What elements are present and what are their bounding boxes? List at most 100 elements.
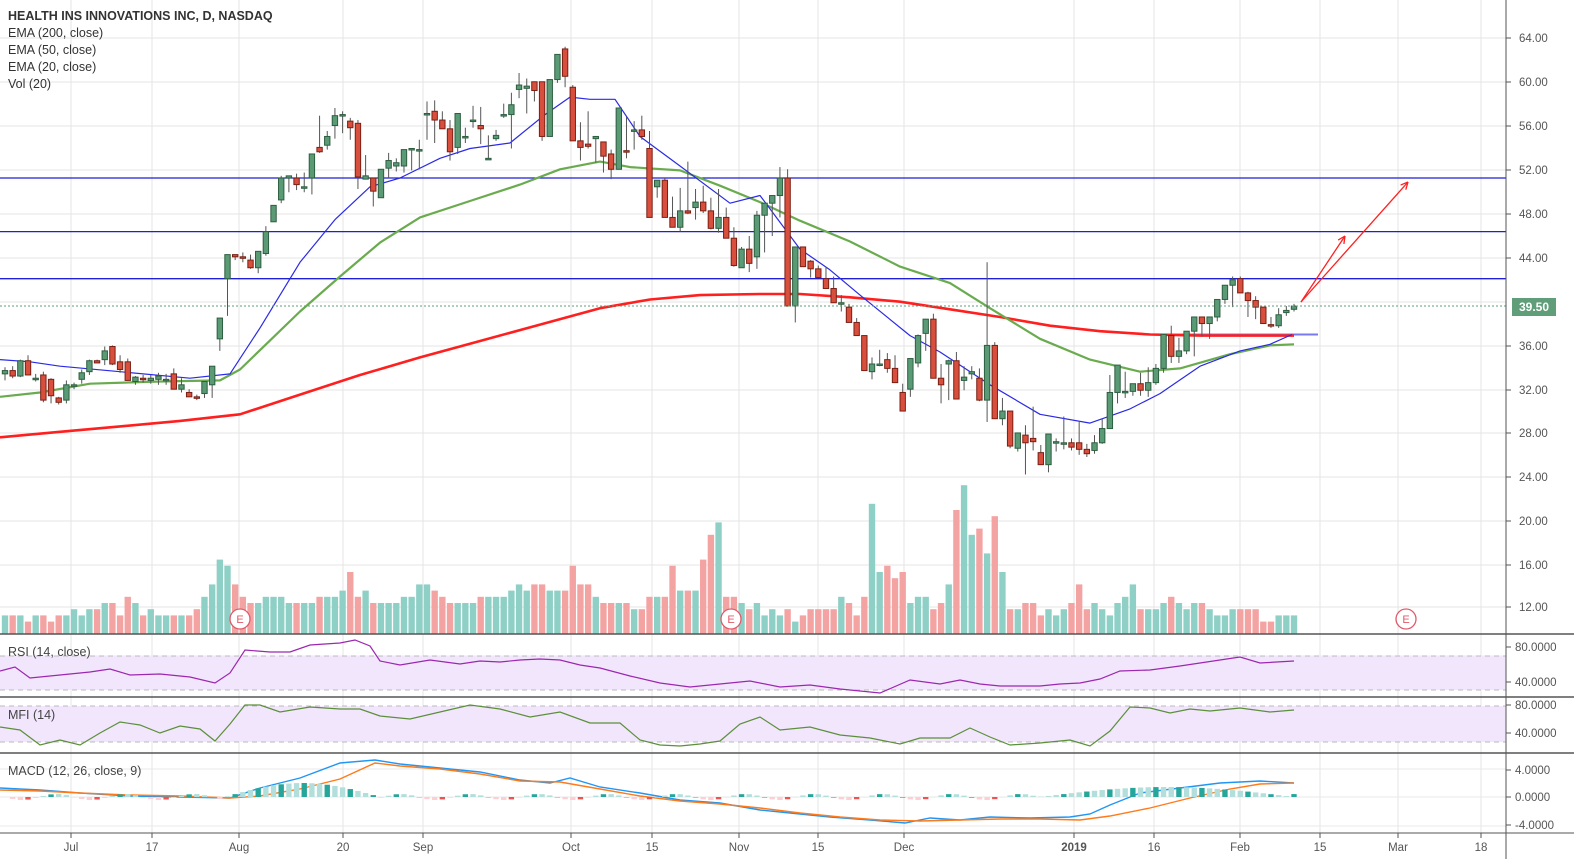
candle-body [139,377,147,381]
macd-histogram-bar [777,797,783,800]
volume-bar [139,615,147,634]
macd-histogram-bar [723,797,729,798]
volume-bar [1221,615,1229,634]
macd-histogram-bar [1076,792,1082,797]
candle-body [930,318,937,379]
volume-bar [677,590,684,634]
macd-histogram-bar [309,783,315,797]
volume-bar [1175,603,1183,634]
earnings-marker-icon[interactable] [720,608,742,630]
volume-bar [393,603,400,634]
ema50-path [0,160,1295,398]
volume-bar [416,584,423,634]
candle-body [132,376,139,383]
time-tick-label: 18 [1475,842,1488,854]
macd-histogram-bar [946,794,952,797]
macd-histogram-bar [646,797,653,800]
volume-bar [1006,609,1014,634]
candle-body [738,248,745,269]
candle-body [960,376,968,381]
macd-histogram-bar [102,797,108,798]
candle-body [891,367,899,384]
volume-bar [799,615,807,634]
trend-arrows[interactable] [1300,181,1409,303]
candle-body [477,125,484,130]
macd-pane-label[interactable]: MACD (12, 26, close, 9) [8,764,142,778]
candle-body [1106,391,1114,430]
volume-bar [1275,615,1282,634]
oscillator-tick-label: -4.0000 [1515,820,1554,832]
macd-histogram-bar [800,795,806,797]
volume-bar [124,596,131,634]
macd-histogram-bar [40,795,47,797]
volume-bar [485,596,492,634]
candle-body [416,149,423,152]
candle-body [983,344,991,401]
candle-body [170,373,177,390]
candle-body [577,140,584,148]
macd-histogram-bar [1045,795,1052,797]
earnings-marker-icon[interactable] [1395,608,1417,630]
macd-histogram-bar [754,795,760,797]
macd-histogram-bar [892,795,898,797]
time-tick-label: Oct [562,842,581,854]
candle-body [830,288,837,304]
candle-body [707,210,715,229]
volume-bar [761,615,768,634]
trend-arrow [1300,181,1409,303]
legend-volume[interactable]: Vol (20) [8,77,52,91]
macd-histogram-bar [662,795,668,797]
candle-body [592,135,599,140]
volume-bar [1244,609,1252,634]
macd-histogram-bar [815,794,821,797]
macd-histogram-bar [1122,788,1128,797]
volume-bar [638,609,646,634]
legend-ema-50[interactable]: EMA (50, close) [8,43,97,57]
volume-bar [830,609,837,634]
volume-bar [331,596,339,634]
volume-bar [707,534,715,634]
candle-body [761,202,768,216]
mfi-pane-label[interactable]: MFI (14) [8,708,56,722]
volume-bar [316,596,323,634]
volume-bar [1060,609,1068,634]
symbol-title[interactable]: HEALTH INS INNOVATIONS INC, D, NASDAQ [8,9,273,23]
candle-body [853,321,860,337]
candle-body [1075,442,1083,450]
macd-histogram-bar [900,797,906,798]
oscillator-tick-label: 40.0000 [1515,728,1557,740]
earnings-marker-icon[interactable] [229,608,251,630]
rsi-pane-label[interactable]: RSI (14, close) [8,645,91,659]
legend-ema-20[interactable]: EMA (20, close) [8,60,97,74]
candle-body [776,177,784,197]
macd-histogram-bar [255,788,261,797]
macd-histogram-bar [915,797,921,800]
volume-bar [1183,609,1190,634]
macd-histogram-bar [33,797,39,799]
arrow-head [1405,181,1409,190]
candle-body [63,384,70,401]
volume-bar [500,596,507,634]
volume-bar [653,596,661,634]
macd-histogram-bar [1191,787,1197,797]
macd-histogram-bar [447,797,453,798]
chart-legend: HEALTH INS INNOVATIONS INC, D, NASDAQ EM… [8,8,273,93]
volume-bar [1191,603,1198,634]
candle-body [1052,441,1060,444]
ema-200-line [0,292,1294,439]
time-tick-label: Aug [229,842,249,854]
candlestick-series [1,46,1298,475]
candle-body [224,254,231,280]
legend-ema-200[interactable]: EMA (200, close) [8,26,104,40]
macd-histogram-bar [201,795,208,797]
candle-body [339,114,346,117]
volume-bar [899,572,906,634]
candle-body [239,256,247,259]
volume-bar [538,584,546,634]
time-tick-label: Sep [413,842,433,854]
candle-body [669,216,676,228]
macd-histogram-bar [25,797,31,800]
